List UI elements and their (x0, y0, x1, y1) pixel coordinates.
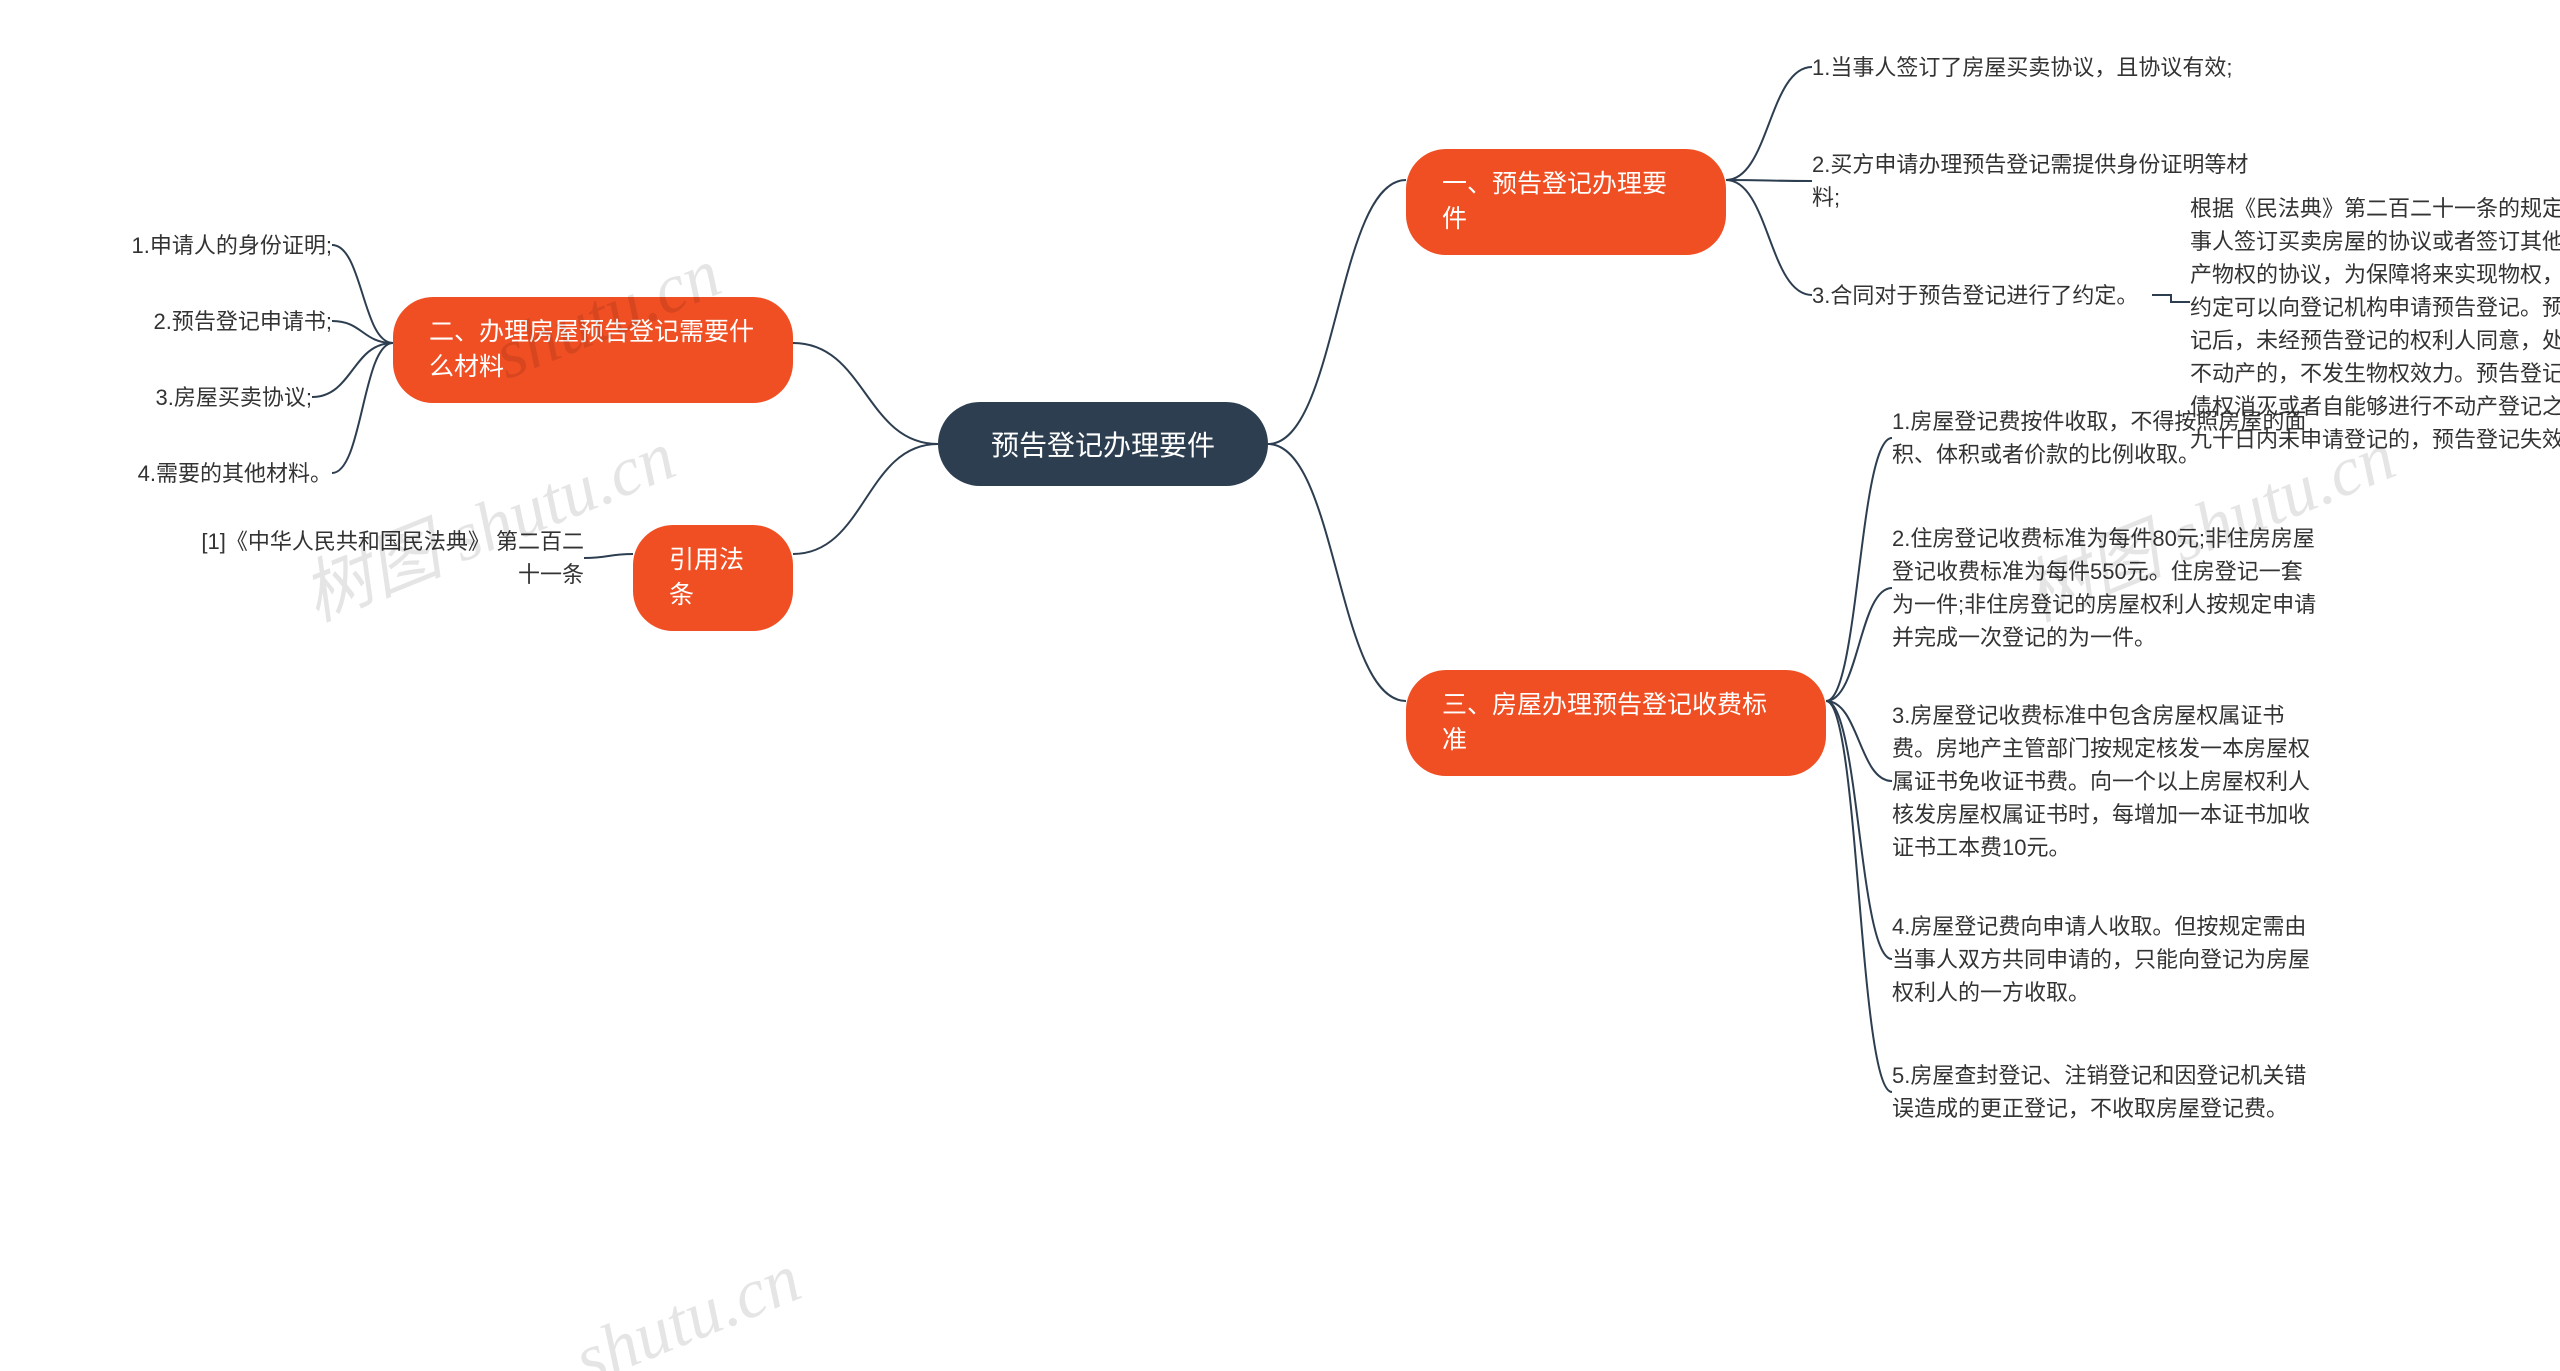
leaf-l1-0: 1.申请人的身份证明; (112, 228, 332, 262)
leaf-r2-2: 3.房屋登记收费标准中包含房屋权属证书费。房地产主管部门按规定核发一本房屋权属证… (1892, 696, 2322, 866)
leaf-r1-2: 3.合同对于预告登记进行了约定。 (1812, 278, 2152, 312)
leaf-l2-0: [1]《中华人民共和国民法典》 第二百二十一条 (194, 524, 584, 592)
root-label: 预告登记办理要件 (991, 424, 1215, 464)
branch-r1: 一、预告登记办理要件 (1406, 149, 1726, 255)
leaf-r2-4: 5.房屋查封登记、注销登记和因登记机关错误造成的更正登记，不收取房屋登记费。 (1892, 1058, 2322, 1126)
branch-l2: 引用法条 (633, 525, 793, 631)
branch-r2: 三、房屋办理预告登记收费标准 (1406, 670, 1826, 776)
watermark-3: shutu.cn (564, 1239, 812, 1371)
leaf-l1-3: 4.需要的其他材料。 (112, 456, 332, 490)
leaf-l1-1: 2.预告登记申请书; (112, 304, 332, 338)
leaf-r2-1: 2.住房登记收费标准为每件80元;非住房房屋登记收费标准为每件550元。住房登记… (1892, 520, 2322, 656)
root-node: 预告登记办理要件 (938, 402, 1268, 486)
branch-l1: 二、办理房屋预告登记需要什么材料 (393, 297, 793, 403)
watermark-0: 树图 shutu.cn (285, 400, 687, 641)
leaf-r2-0: 1.房屋登记费按件收取，不得按照房屋的面积、体积或者价款的比例收取。 (1892, 404, 2322, 472)
leaf-r2-3: 4.房屋登记费向申请人收取。但按规定需由当事人双方共同申请的，只能向登记为房屋权… (1892, 908, 2322, 1010)
leaf-r1-0: 1.当事人签订了房屋买卖协议，且协议有效; (1812, 50, 2272, 84)
leaf-l1-2: 3.房屋买卖协议; (112, 380, 312, 414)
